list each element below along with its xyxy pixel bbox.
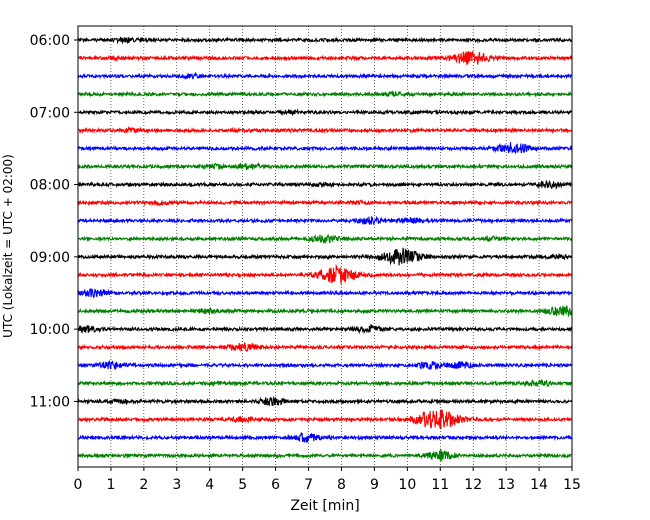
x-tick-label: 5: [238, 477, 247, 493]
x-tick-label: 6: [271, 477, 280, 493]
plot-frame: [77, 25, 573, 468]
x-tick-label: 13: [497, 477, 515, 493]
x-tick-label: 3: [172, 477, 181, 493]
x-tick-label: 1: [106, 477, 115, 493]
x-tick-label: 8: [337, 477, 346, 493]
x-tick-label: 12: [464, 477, 482, 493]
trace-0900: [77, 247, 573, 266]
x-tick-label: 11: [431, 477, 449, 493]
y-tick-label: 08:00: [30, 178, 70, 194]
y-tick-label: 06:00: [30, 33, 70, 49]
trace-0600: [77, 36, 573, 45]
trace-1045: [77, 379, 573, 388]
trace-1130: [77, 431, 573, 443]
y-axis-title: UTC (Lokalzeit = UTC + 02:00): [1, 154, 15, 338]
trace-1145: [77, 448, 573, 462]
x-tick-label: 0: [74, 477, 83, 493]
trace-0845: [77, 233, 573, 244]
x-tick-label: 7: [304, 477, 313, 493]
trace-1030: [77, 360, 573, 371]
x-axis-title: Zeit [min]: [290, 498, 359, 514]
trace-1100: [77, 395, 573, 407]
trace-0630: [77, 71, 573, 80]
x-tick-label: 9: [370, 477, 379, 493]
trace-0745: [77, 162, 573, 171]
x-tick-label: 14: [530, 477, 548, 493]
trace-0830: [77, 215, 573, 226]
y-tick-label: 11:00: [30, 394, 70, 410]
trace-0930: [77, 288, 573, 299]
trace-0700: [77, 108, 573, 117]
trace-0730: [77, 141, 573, 155]
trace-0615: [77, 50, 573, 66]
x-tick-label: 10: [398, 477, 416, 493]
x-tick-label: 2: [139, 477, 148, 493]
trace-0715: [77, 126, 573, 134]
y-tick-label: 10:00: [30, 322, 70, 338]
trace-1000: [77, 323, 573, 335]
trace-1115: [77, 409, 573, 430]
seismogram-traces: [77, 36, 573, 462]
x-axis: 0 1 2 3 4 5 6 7 8 9 10 11 12 13 14 15: [74, 467, 581, 493]
trace-0800: [77, 179, 573, 190]
trace-1015: [77, 342, 573, 352]
trace-0915: [77, 263, 573, 284]
y-tick-label: 07:00: [30, 105, 70, 121]
x-tick-label: 4: [205, 477, 214, 493]
y-tick-label: 09:00: [30, 250, 70, 266]
trace-0815: [77, 199, 573, 207]
trace-0945: [77, 305, 573, 318]
x-tick-label: 15: [563, 477, 581, 493]
y-axis: 06:00 07:00 08:00 09:00 10:00 11:00: [30, 33, 78, 410]
trace-0645: [77, 90, 573, 98]
